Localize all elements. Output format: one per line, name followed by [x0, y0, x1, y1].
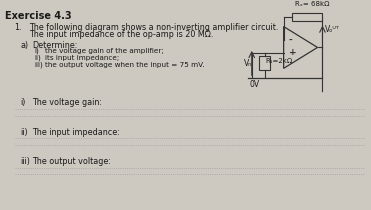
- Text: The input impedance:: The input impedance:: [33, 128, 121, 137]
- Text: Vₒᵁᵀ: Vₒᵁᵀ: [325, 25, 339, 34]
- Text: The following diagram shows a non-inverting amplifier circuit.: The following diagram shows a non-invert…: [29, 23, 278, 32]
- Text: R₁=2kΩ: R₁=2kΩ: [266, 58, 293, 64]
- Text: i): i): [21, 98, 26, 108]
- Text: ii): ii): [21, 128, 28, 137]
- Text: its input impedance;: its input impedance;: [45, 55, 119, 61]
- Text: iii): iii): [21, 157, 30, 166]
- Text: ii): ii): [35, 55, 41, 61]
- Text: Determine:: Determine:: [33, 41, 78, 50]
- Text: The input impedance of the op-amp is 20 MΩ.: The input impedance of the op-amp is 20 …: [29, 30, 213, 39]
- Text: +: +: [289, 48, 296, 57]
- Text: 1.: 1.: [14, 23, 22, 32]
- Text: iii): iii): [35, 62, 43, 68]
- Text: Exercise 4.3: Exercise 4.3: [5, 11, 71, 21]
- Bar: [259, 56, 270, 70]
- Text: a): a): [21, 41, 29, 50]
- Text: Vₙ: Vₙ: [244, 59, 252, 68]
- Text: -: -: [289, 36, 292, 45]
- Text: The voltage gain:: The voltage gain:: [33, 98, 102, 108]
- Bar: [292, 13, 322, 21]
- Text: The output voltage:: The output voltage:: [33, 157, 112, 166]
- Text: 0V: 0V: [250, 80, 260, 89]
- Text: the voltage gain of the amplifier;: the voltage gain of the amplifier;: [45, 48, 163, 54]
- Text: i): i): [35, 48, 39, 54]
- Text: the output voltage when the input = 75 mV.: the output voltage when the input = 75 m…: [45, 62, 204, 68]
- Text: Rₓ= 68kΩ: Rₓ= 68kΩ: [295, 1, 329, 7]
